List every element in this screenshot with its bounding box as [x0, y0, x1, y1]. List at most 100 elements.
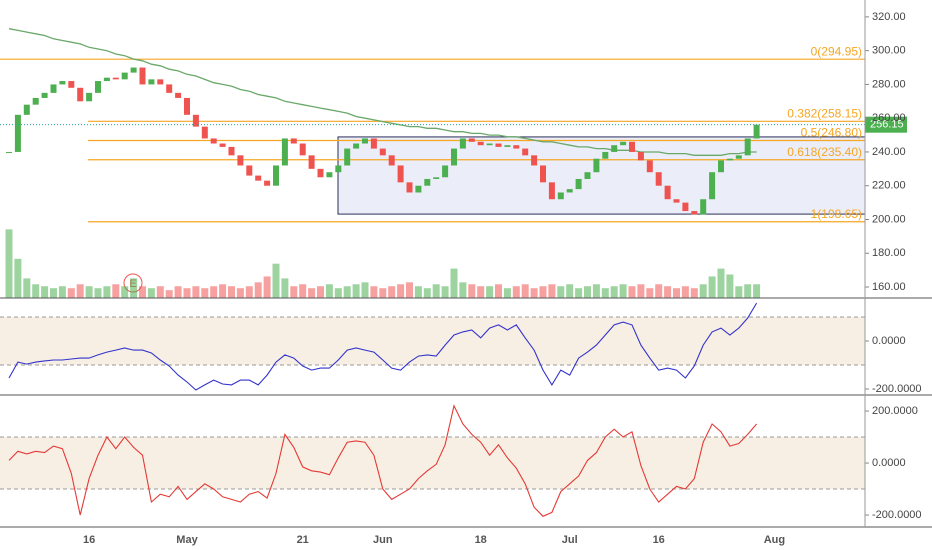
candle: [201, 126, 208, 139]
volume-bar: [183, 288, 191, 298]
volume-bar: [388, 286, 396, 298]
y-tick-label: 0.0000: [872, 335, 906, 347]
oscillator-line: [8, 302, 758, 391]
candle: [281, 138, 288, 166]
volume-bar: [744, 284, 752, 298]
y-tick-label: -200.0000: [872, 509, 922, 521]
y-tick-label: 220.00: [872, 180, 906, 192]
volume-bar: [245, 286, 253, 298]
candle: [718, 160, 724, 173]
volume-bar: [397, 284, 405, 298]
candle: [299, 143, 306, 156]
volume-bar: [735, 286, 743, 298]
fib-label: 0.618(235.40): [787, 145, 862, 159]
volume-bar: [690, 288, 698, 298]
candle: [362, 138, 368, 144]
candle: [344, 148, 351, 166]
candle: [495, 143, 502, 147]
candle: [246, 165, 253, 176]
volume-bar: [85, 286, 93, 298]
x-tick-label: 21: [297, 534, 309, 546]
y-tick-label: 200.00: [872, 213, 906, 225]
volume-bar: [539, 286, 547, 298]
candle: [753, 124, 760, 139]
candle: [112, 77, 119, 80]
candle: [59, 81, 66, 85]
oscillator-line: [8, 404, 758, 517]
band: [0, 317, 865, 366]
fib-label: 0.5(246.80): [801, 126, 862, 140]
candle: [14, 114, 21, 152]
candle: [726, 158, 733, 161]
volume-bar: [370, 286, 378, 298]
volume-bar: [646, 288, 654, 298]
candle: [584, 172, 591, 179]
candle: [735, 155, 742, 159]
x-tick-label: Jul: [562, 534, 578, 546]
volume-bar: [174, 286, 182, 298]
candle: [424, 178, 431, 186]
volume-bar: [717, 268, 725, 298]
candle: [682, 202, 689, 212]
candle: [442, 165, 449, 178]
volume-bar: [50, 288, 57, 298]
volume-bar: [575, 288, 583, 298]
volume-bar: [139, 286, 146, 298]
candle: [103, 77, 110, 82]
candle: [379, 148, 386, 156]
volume-bar: [210, 286, 218, 298]
volume-bar: [557, 286, 565, 298]
candle: [700, 199, 707, 215]
candle: [130, 67, 137, 73]
volume-bar: [94, 288, 102, 298]
volume-bar: [219, 284, 227, 298]
candle: [637, 151, 644, 161]
volume-bar: [281, 278, 289, 298]
y-tick-label: 260.00: [872, 112, 906, 124]
volume-bar: [726, 274, 734, 298]
volume-bar: [610, 286, 618, 298]
volume-bar: [361, 282, 369, 298]
candle: [370, 138, 377, 149]
volume-bar: [192, 286, 200, 298]
candle: [397, 165, 404, 183]
candle: [575, 178, 582, 190]
candle: [611, 145, 618, 152]
candle: [468, 138, 475, 142]
x-tick-label: 16: [653, 534, 665, 546]
last-price-tag: [865, 116, 907, 133]
volume-bar: [708, 276, 716, 298]
candle: [50, 84, 57, 93]
volume-bar: [290, 286, 298, 298]
volume-bar: [406, 282, 413, 298]
volume-bar: [468, 284, 476, 298]
candle: [166, 84, 173, 93]
candle: [557, 192, 564, 200]
candle: [602, 151, 609, 159]
y-tick-label: -200.0000: [872, 383, 922, 395]
candle: [522, 148, 529, 156]
candle: [32, 97, 39, 105]
candle: [664, 185, 671, 200]
volume-bar: [521, 284, 529, 298]
y-tick-label: 200.0000: [872, 405, 918, 417]
candle: [744, 138, 751, 156]
volume-bar: [343, 286, 351, 298]
volume-bar: [121, 286, 129, 298]
candle: [451, 148, 457, 166]
candle: [388, 155, 395, 166]
volume-bar: [441, 286, 449, 298]
volume-bar: [379, 288, 387, 298]
volume-bar: [414, 286, 422, 298]
y-tick-label: 160.00: [872, 281, 906, 293]
volume-bar: [147, 288, 155, 298]
volume-bar: [325, 284, 333, 298]
candle: [308, 155, 315, 169]
volume-bar: [130, 278, 138, 298]
candle: [228, 146, 235, 156]
candle: [655, 172, 662, 186]
volume-bar: [5, 229, 13, 298]
x-tick-label: 18: [475, 534, 487, 546]
candle: [629, 141, 635, 152]
volume-bar: [601, 288, 609, 298]
